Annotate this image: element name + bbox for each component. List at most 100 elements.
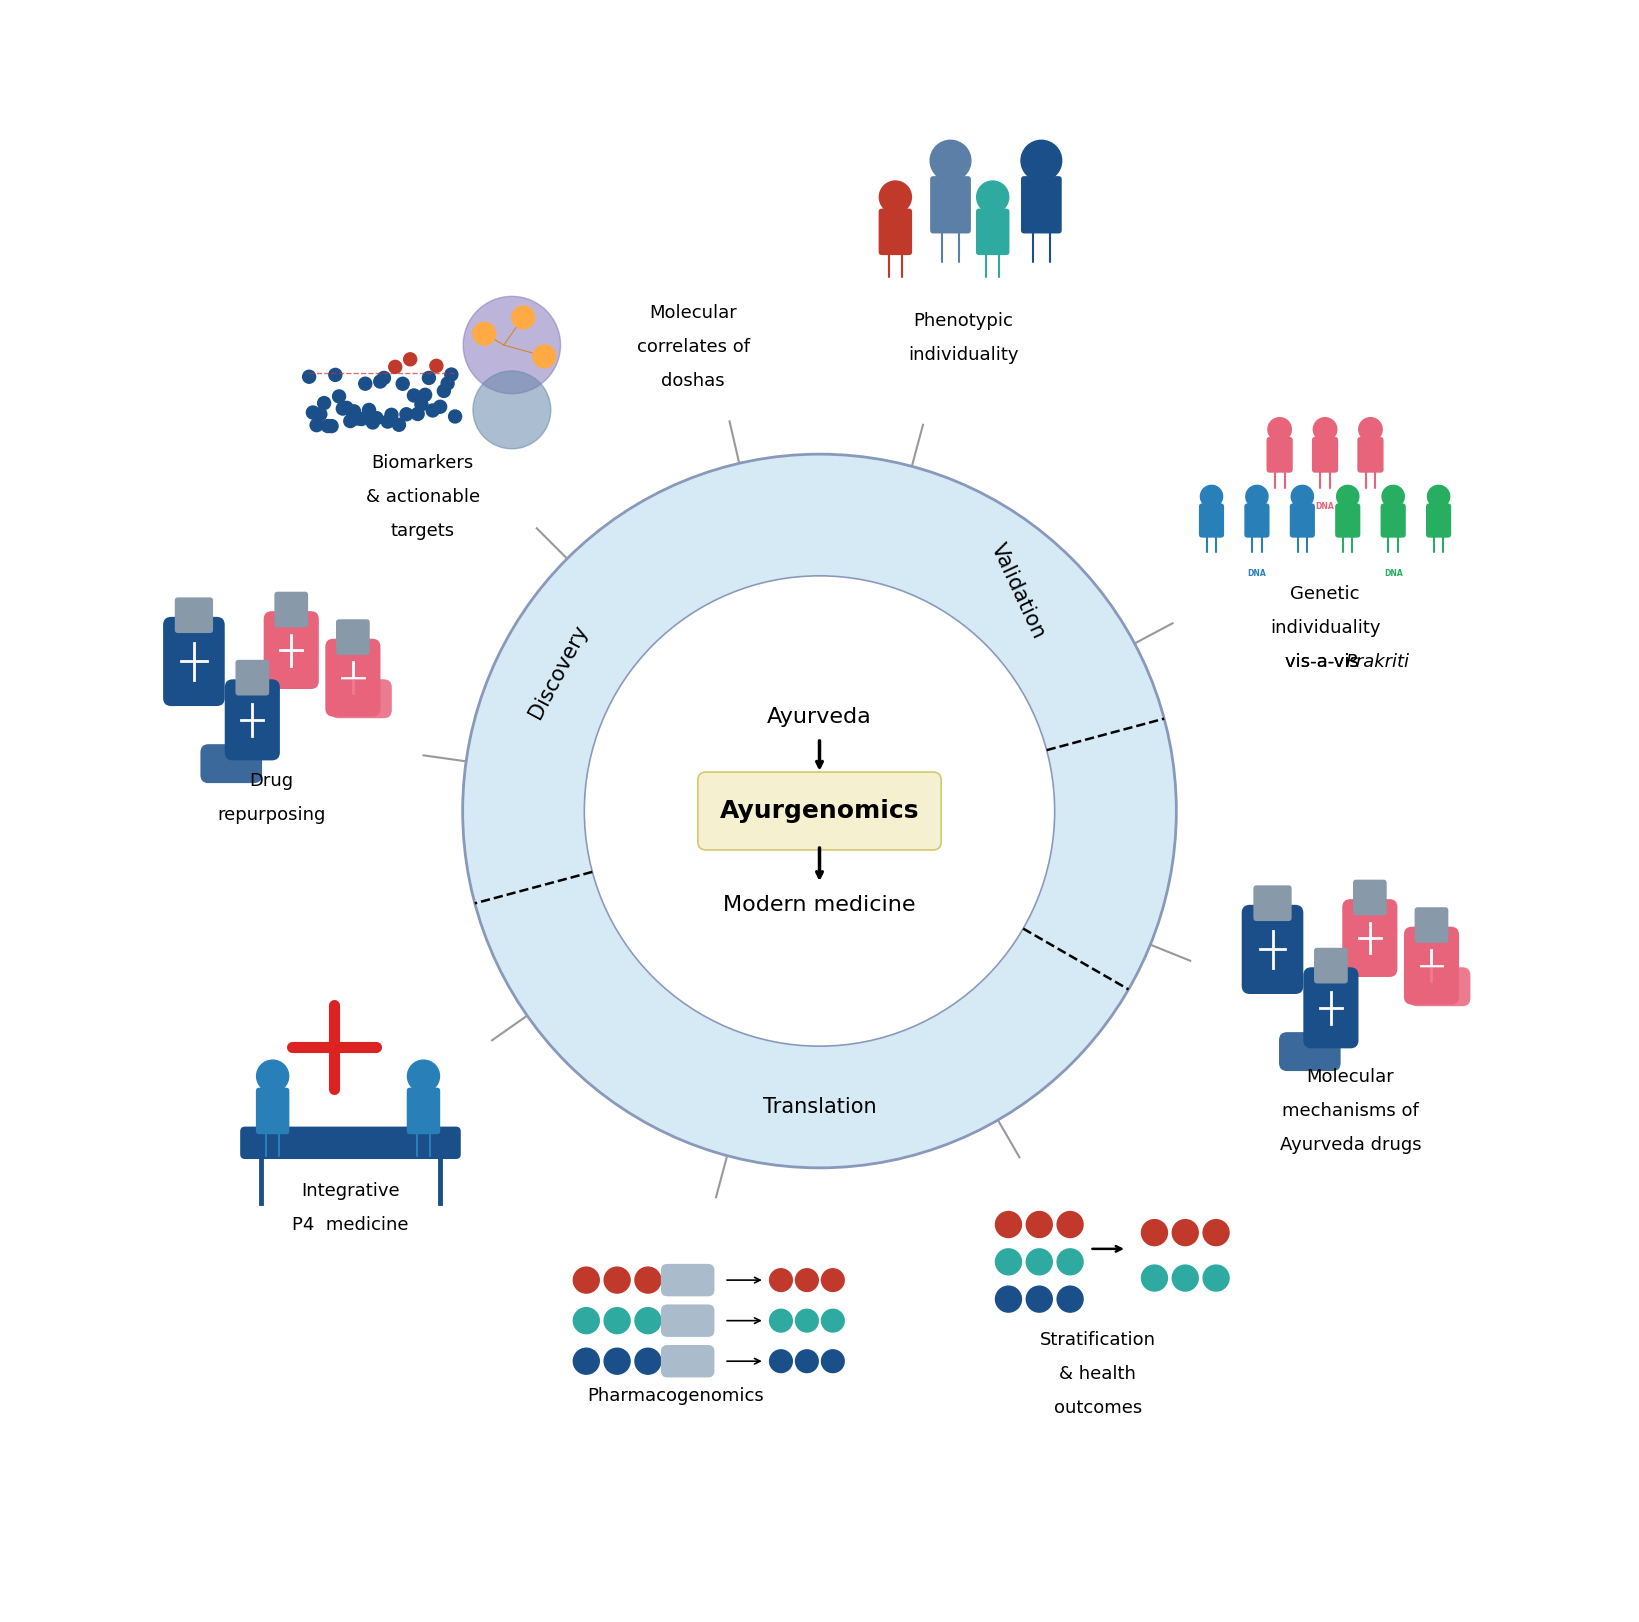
Circle shape	[377, 371, 390, 384]
Circle shape	[1269, 418, 1292, 441]
Circle shape	[1337, 485, 1359, 508]
FancyBboxPatch shape	[1303, 967, 1359, 1048]
Text: repurposing: repurposing	[218, 806, 326, 824]
Circle shape	[415, 397, 428, 410]
FancyBboxPatch shape	[975, 209, 1010, 255]
Text: vis-a-vis: vis-a-vis	[1285, 654, 1365, 672]
Circle shape	[931, 139, 970, 182]
Circle shape	[344, 415, 357, 428]
Circle shape	[444, 368, 457, 381]
Circle shape	[429, 360, 443, 373]
Circle shape	[821, 1268, 844, 1291]
Circle shape	[438, 384, 451, 397]
FancyBboxPatch shape	[200, 744, 262, 783]
Circle shape	[462, 454, 1177, 1168]
Circle shape	[1246, 485, 1269, 508]
Circle shape	[362, 404, 375, 417]
FancyBboxPatch shape	[698, 772, 941, 850]
Circle shape	[1292, 485, 1313, 508]
FancyBboxPatch shape	[325, 639, 380, 717]
Circle shape	[339, 401, 352, 414]
Circle shape	[1141, 1220, 1167, 1246]
Text: Discovery: Discovery	[524, 621, 592, 722]
Circle shape	[434, 401, 446, 414]
FancyBboxPatch shape	[329, 680, 392, 719]
Circle shape	[325, 420, 338, 433]
Circle shape	[392, 418, 405, 431]
Circle shape	[1359, 418, 1382, 441]
Circle shape	[995, 1249, 1021, 1275]
Circle shape	[449, 410, 462, 423]
FancyBboxPatch shape	[164, 616, 225, 706]
Text: Integrative: Integrative	[302, 1182, 400, 1200]
Circle shape	[365, 415, 379, 428]
Circle shape	[634, 1348, 661, 1374]
Circle shape	[336, 402, 349, 415]
Circle shape	[388, 360, 402, 373]
Circle shape	[264, 255, 582, 573]
Circle shape	[574, 1348, 600, 1374]
Circle shape	[605, 1307, 629, 1333]
Text: Biomarkers: Biomarkers	[372, 454, 474, 472]
FancyBboxPatch shape	[274, 592, 308, 628]
Text: Pharmacogenomics: Pharmacogenomics	[587, 1387, 764, 1405]
FancyBboxPatch shape	[1414, 907, 1449, 942]
Circle shape	[370, 412, 384, 425]
Text: Ayurveda: Ayurveda	[767, 707, 872, 727]
Circle shape	[474, 371, 551, 449]
Text: correlates of: correlates of	[638, 337, 749, 355]
Circle shape	[1200, 485, 1223, 508]
Circle shape	[303, 370, 316, 383]
Circle shape	[397, 378, 410, 391]
FancyBboxPatch shape	[1357, 436, 1383, 472]
Circle shape	[585, 576, 1054, 1046]
Circle shape	[426, 404, 439, 417]
Circle shape	[441, 376, 454, 389]
Text: DNA: DNA	[1247, 569, 1267, 577]
Text: Modern medicine: Modern medicine	[723, 895, 916, 915]
Circle shape	[1172, 1220, 1198, 1246]
Circle shape	[374, 375, 387, 388]
Text: & health: & health	[1059, 1366, 1136, 1384]
Circle shape	[1057, 1212, 1083, 1238]
Circle shape	[1203, 1265, 1229, 1291]
Circle shape	[821, 1309, 844, 1332]
Circle shape	[418, 388, 431, 401]
Circle shape	[423, 371, 436, 384]
Circle shape	[1155, 371, 1495, 712]
FancyBboxPatch shape	[1380, 503, 1406, 537]
FancyBboxPatch shape	[241, 1127, 461, 1160]
Circle shape	[257, 1061, 288, 1092]
Text: P4  medicine: P4 medicine	[292, 1216, 408, 1234]
Circle shape	[770, 1350, 792, 1372]
Circle shape	[821, 1350, 844, 1372]
Text: Translation: Translation	[762, 1096, 877, 1118]
Circle shape	[351, 412, 364, 425]
FancyBboxPatch shape	[1290, 503, 1314, 537]
Text: Stratification: Stratification	[1039, 1332, 1155, 1350]
Circle shape	[306, 406, 320, 418]
FancyBboxPatch shape	[931, 177, 970, 234]
Text: Genetic: Genetic	[1290, 586, 1360, 603]
Text: individuality: individuality	[908, 345, 1019, 365]
FancyBboxPatch shape	[1311, 436, 1337, 472]
FancyBboxPatch shape	[256, 1088, 290, 1134]
Circle shape	[795, 1350, 818, 1372]
Circle shape	[770, 1309, 792, 1332]
Circle shape	[121, 584, 423, 886]
FancyBboxPatch shape	[236, 660, 269, 696]
Circle shape	[574, 1307, 600, 1333]
Circle shape	[605, 1267, 629, 1293]
Circle shape	[521, 1194, 829, 1502]
Circle shape	[318, 397, 331, 410]
Circle shape	[356, 412, 369, 425]
Text: Drug: Drug	[249, 772, 293, 790]
FancyBboxPatch shape	[1405, 926, 1459, 1004]
FancyBboxPatch shape	[1342, 899, 1398, 976]
Circle shape	[1180, 855, 1521, 1195]
FancyBboxPatch shape	[661, 1264, 715, 1296]
Circle shape	[1313, 418, 1337, 441]
Circle shape	[333, 389, 346, 402]
FancyBboxPatch shape	[1244, 503, 1270, 537]
Circle shape	[534, 105, 852, 423]
